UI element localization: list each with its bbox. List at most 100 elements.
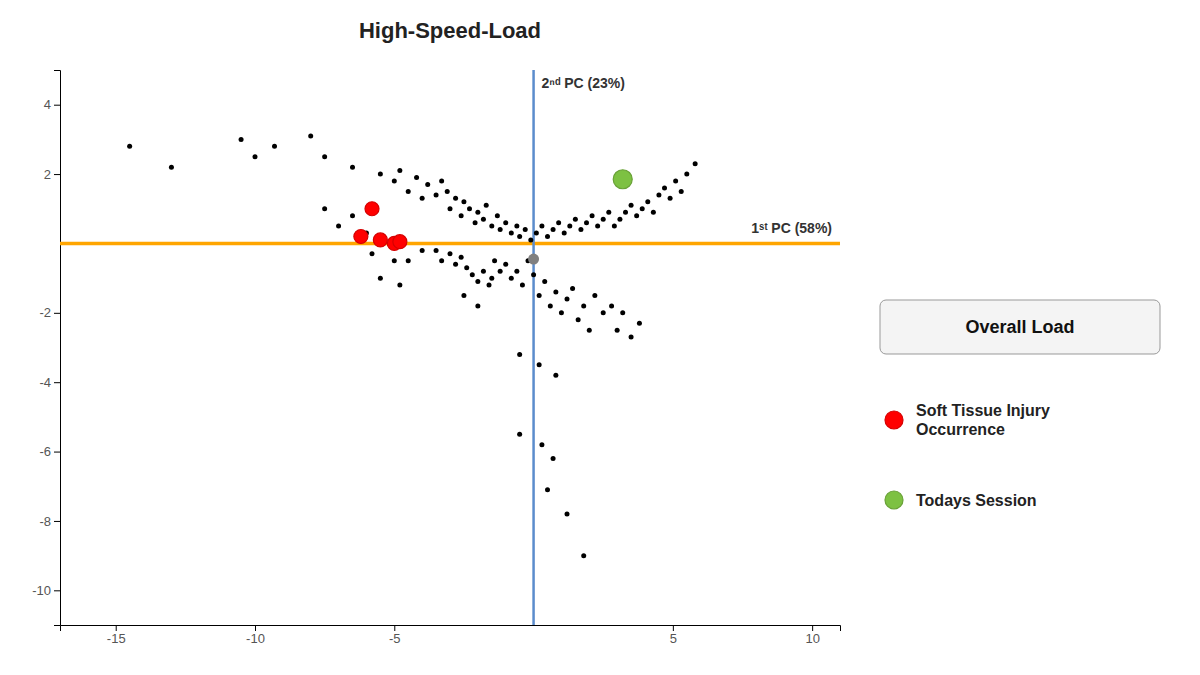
point: [509, 231, 514, 236]
tick: 5: [670, 625, 677, 646]
point: [475, 303, 480, 308]
point: [576, 317, 581, 322]
point: [592, 293, 597, 298]
point: [434, 248, 439, 253]
legend-marker: [885, 411, 903, 429]
tick-label: -8: [39, 514, 51, 529]
point: [239, 137, 244, 142]
point: [609, 303, 614, 308]
point: [528, 237, 533, 242]
tick-label: 4: [44, 97, 51, 112]
point: [322, 206, 327, 211]
point: [350, 165, 355, 170]
point: [590, 213, 595, 218]
point: [475, 279, 480, 284]
point: [523, 227, 528, 232]
x-axis: -15 -10 -5 5 10: [61, 625, 841, 646]
tick-mark: [54, 313, 60, 314]
tick: -15: [107, 625, 126, 646]
point: [684, 172, 689, 177]
point: [562, 231, 567, 236]
series: [613, 170, 632, 189]
point: [548, 303, 553, 308]
tick: -6: [39, 444, 60, 459]
point: [567, 224, 572, 229]
tick-mark: [54, 174, 60, 175]
tick: 10: [805, 625, 819, 646]
point: [420, 248, 425, 253]
point: [617, 217, 622, 222]
point: [464, 265, 469, 270]
point: [559, 310, 564, 315]
point: [459, 213, 464, 218]
tick-mark: [54, 590, 60, 591]
point: [503, 262, 508, 267]
point: [498, 227, 503, 232]
tick-mark: [54, 452, 60, 453]
point: [531, 272, 536, 277]
legend-marker: [885, 491, 903, 509]
point: [453, 196, 458, 201]
legend-label-line: Soft Tissue Injury: [916, 402, 1050, 419]
point: [495, 213, 500, 218]
tick-label: -6: [39, 444, 51, 459]
point: [656, 192, 661, 197]
reference-label: 1ˢᵗ PC (58%): [751, 220, 832, 236]
point: [539, 224, 544, 229]
point: [565, 512, 570, 517]
tick: -2: [39, 305, 60, 320]
point: [517, 352, 522, 357]
tick-label: -5: [389, 631, 401, 646]
tick-label: -10: [246, 631, 265, 646]
legend-label-line: Occurrence: [916, 421, 1005, 438]
point: [481, 217, 486, 222]
point: [461, 293, 466, 298]
point: [514, 269, 519, 274]
series: [354, 202, 407, 251]
point: [439, 258, 444, 263]
point: [570, 286, 575, 291]
point: [620, 310, 625, 315]
legend-label: Todays Session: [916, 492, 1037, 509]
tick-mark: [255, 625, 256, 631]
point: [520, 283, 525, 288]
point: [378, 276, 383, 281]
point: [484, 203, 489, 208]
point: [565, 296, 570, 301]
point: [651, 210, 656, 215]
tick: -8: [39, 514, 60, 529]
point: [613, 170, 632, 189]
point: [420, 196, 425, 201]
point: [673, 179, 678, 184]
point: [595, 224, 600, 229]
point: [556, 220, 561, 225]
tick: -4: [39, 375, 60, 390]
point: [612, 224, 617, 229]
point: [459, 255, 464, 260]
point: [354, 230, 368, 244]
point: [365, 202, 379, 216]
point: [169, 165, 174, 170]
point: [453, 262, 458, 267]
point: [406, 258, 411, 263]
point: [350, 213, 355, 218]
point: [481, 269, 486, 274]
point: [370, 251, 375, 256]
point: [629, 335, 634, 340]
point: [542, 279, 547, 284]
point: [615, 328, 620, 333]
tick-mark: [54, 105, 60, 106]
legend-label: Soft Tissue Injury Occurrence: [916, 402, 1050, 438]
plot-area: [60, 70, 840, 625]
point: [545, 234, 550, 239]
point: [397, 168, 402, 173]
point: [528, 254, 539, 265]
point: [553, 290, 558, 295]
reference-label: 2ⁿᵈ PC (23%): [542, 75, 625, 91]
point: [461, 199, 466, 204]
point: [470, 272, 475, 277]
annotation: Overall Load: [880, 300, 1160, 354]
point: [397, 283, 402, 288]
tick-label: -4: [39, 375, 51, 390]
point: [514, 224, 519, 229]
